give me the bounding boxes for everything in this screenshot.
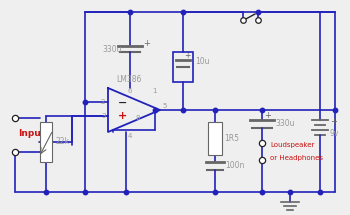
Text: 100n: 100n <box>225 161 244 170</box>
Text: 10u: 10u <box>195 57 210 66</box>
Text: 4: 4 <box>128 133 132 139</box>
Text: 9v: 9v <box>330 129 339 138</box>
Text: 330u: 330u <box>102 45 121 54</box>
Text: or Headphones: or Headphones <box>270 155 323 161</box>
Text: 22k: 22k <box>55 138 69 146</box>
Text: 8: 8 <box>136 115 140 121</box>
Text: 330u: 330u <box>275 118 294 127</box>
Text: +: + <box>118 111 127 121</box>
Text: 2: 2 <box>101 99 105 105</box>
Text: +: + <box>330 117 337 126</box>
Text: 1: 1 <box>152 88 156 94</box>
Text: Input: Input <box>18 129 45 138</box>
Text: 1R5: 1R5 <box>224 134 239 143</box>
Text: +: + <box>143 40 150 49</box>
Text: LM386: LM386 <box>116 75 141 84</box>
Bar <box>40 122 52 162</box>
Text: +: + <box>184 52 190 60</box>
Text: 3: 3 <box>101 113 105 119</box>
Bar <box>208 122 222 155</box>
Text: +: + <box>264 111 271 120</box>
Text: Loudspeaker: Loudspeaker <box>270 142 314 148</box>
Text: 6: 6 <box>127 88 132 94</box>
Bar <box>173 52 193 82</box>
Text: −: − <box>118 98 127 108</box>
Text: 5: 5 <box>162 103 166 109</box>
